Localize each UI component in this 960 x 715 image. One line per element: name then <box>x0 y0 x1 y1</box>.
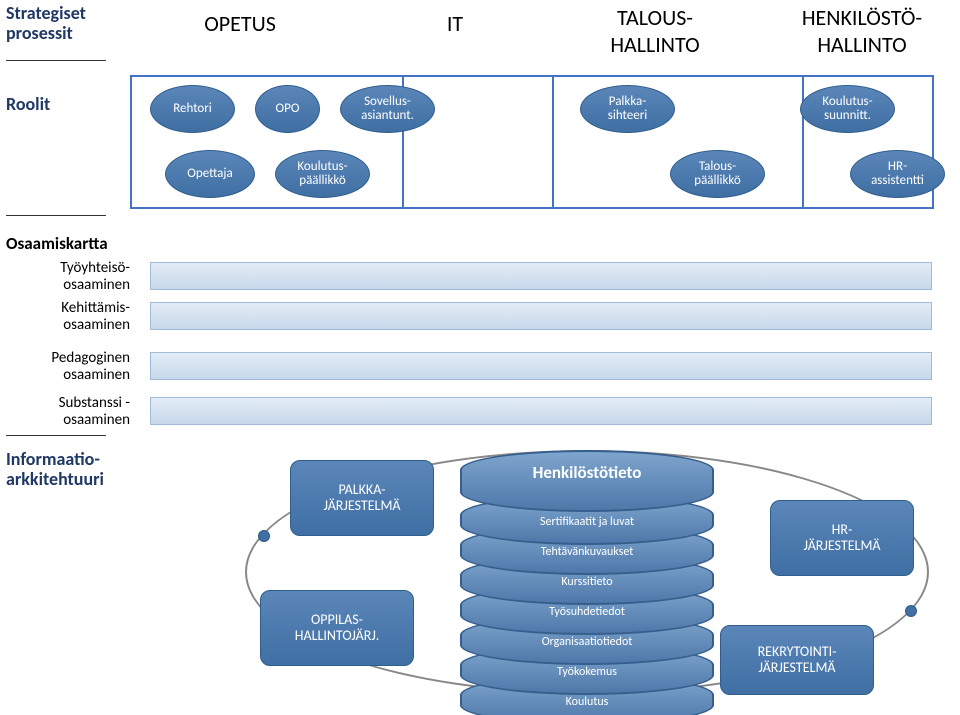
osaa-4: Substanssi - osaaminen <box>20 395 130 430</box>
txt: prosessit <box>6 22 73 44</box>
col-talous: TALOUS- HALLINTO <box>565 4 745 58</box>
role-rehtori: Rehtori <box>150 85 235 133</box>
stack-kurssitieto: Kurssitieto <box>462 575 712 589</box>
box-rekrytointi: REKRYTOINTI- JÄRJESTELMÄ <box>720 625 874 695</box>
sidebar-informaatio: Informaatio- arkkitehtuuri <box>6 450 104 490</box>
role-palkkasihteeri: Palkka- sihteeri <box>580 85 675 133</box>
divider <box>6 435 106 436</box>
osaa-3: Pedagoginen osaaminen <box>20 350 130 385</box>
osaa-2: Kehittämis- osaaminen <box>20 300 130 335</box>
osaa-row <box>150 352 932 380</box>
page-root: Strategiset prosessit OPETUS IT TALOUS- … <box>0 0 960 715</box>
role-hrassistentti: HR- assistentti <box>850 150 945 198</box>
orbit-dot <box>905 605 917 617</box>
stack-tyokokemus: Työkokemus <box>462 665 712 679</box>
stack-koulutus: Koulutus <box>462 695 712 709</box>
matrix-vline <box>552 77 554 207</box>
role-talouspaallikko: Talous- päällikkö <box>670 150 765 198</box>
col-opetus: OPETUS <box>165 10 315 37</box>
divider <box>6 215 106 216</box>
txt: Strategiset <box>6 2 86 24</box>
box-oppilashallinto: OPPILAS- HALLINTOJÄRJ. <box>260 590 414 666</box>
stack-organisaatio: Organisaatiotiedot <box>462 635 712 649</box>
role-sovellusasiantunt: Sovellus- asiantunt. <box>340 85 435 133</box>
stack-tyosuhde: Työsuhdetiedot <box>462 605 712 619</box>
txt: Informaatio- <box>6 448 100 470</box>
sidebar-strategiset: Strategiset prosessit <box>6 4 86 44</box>
txt: arkkitehtuuri <box>6 468 104 490</box>
divider <box>6 60 106 61</box>
role-opettaja: Opettaja <box>165 150 255 198</box>
box-hrjarjestelma: HR- JÄRJESTELMÄ <box>770 500 914 576</box>
stack-tehtavankuv: Tehtävänkuvaukset <box>462 545 712 559</box>
stack-henkilostotieto: Henkilöstötieto <box>462 462 712 483</box>
role-koulutuspaallikko: Koulutus- päällikkö <box>275 150 370 198</box>
matrix-vline <box>802 77 804 207</box>
sidebar-osaamiskartta: Osaamiskartta <box>6 235 108 254</box>
osaa-1: Työyhteisö- osaaminen <box>20 260 130 295</box>
col-hr: HENKILÖSTÖ- HALLINTO <box>772 4 952 58</box>
osaa-row <box>150 397 932 425</box>
stack-sertifikaatit: Sertifikaatit ja luvat <box>462 515 712 529</box>
role-opo: OPO <box>255 85 320 133</box>
col-it: IT <box>425 10 485 37</box>
osaa-row <box>150 262 932 290</box>
box-palkkajarjestelma: PALKKA- JÄRJESTELMÄ <box>290 460 434 536</box>
sidebar-roolit: Roolit <box>6 95 50 115</box>
orbit-dot <box>258 530 270 542</box>
osaa-row <box>150 302 932 330</box>
role-koulutussuunnitt: Koulutus- suunnitt. <box>800 85 895 133</box>
